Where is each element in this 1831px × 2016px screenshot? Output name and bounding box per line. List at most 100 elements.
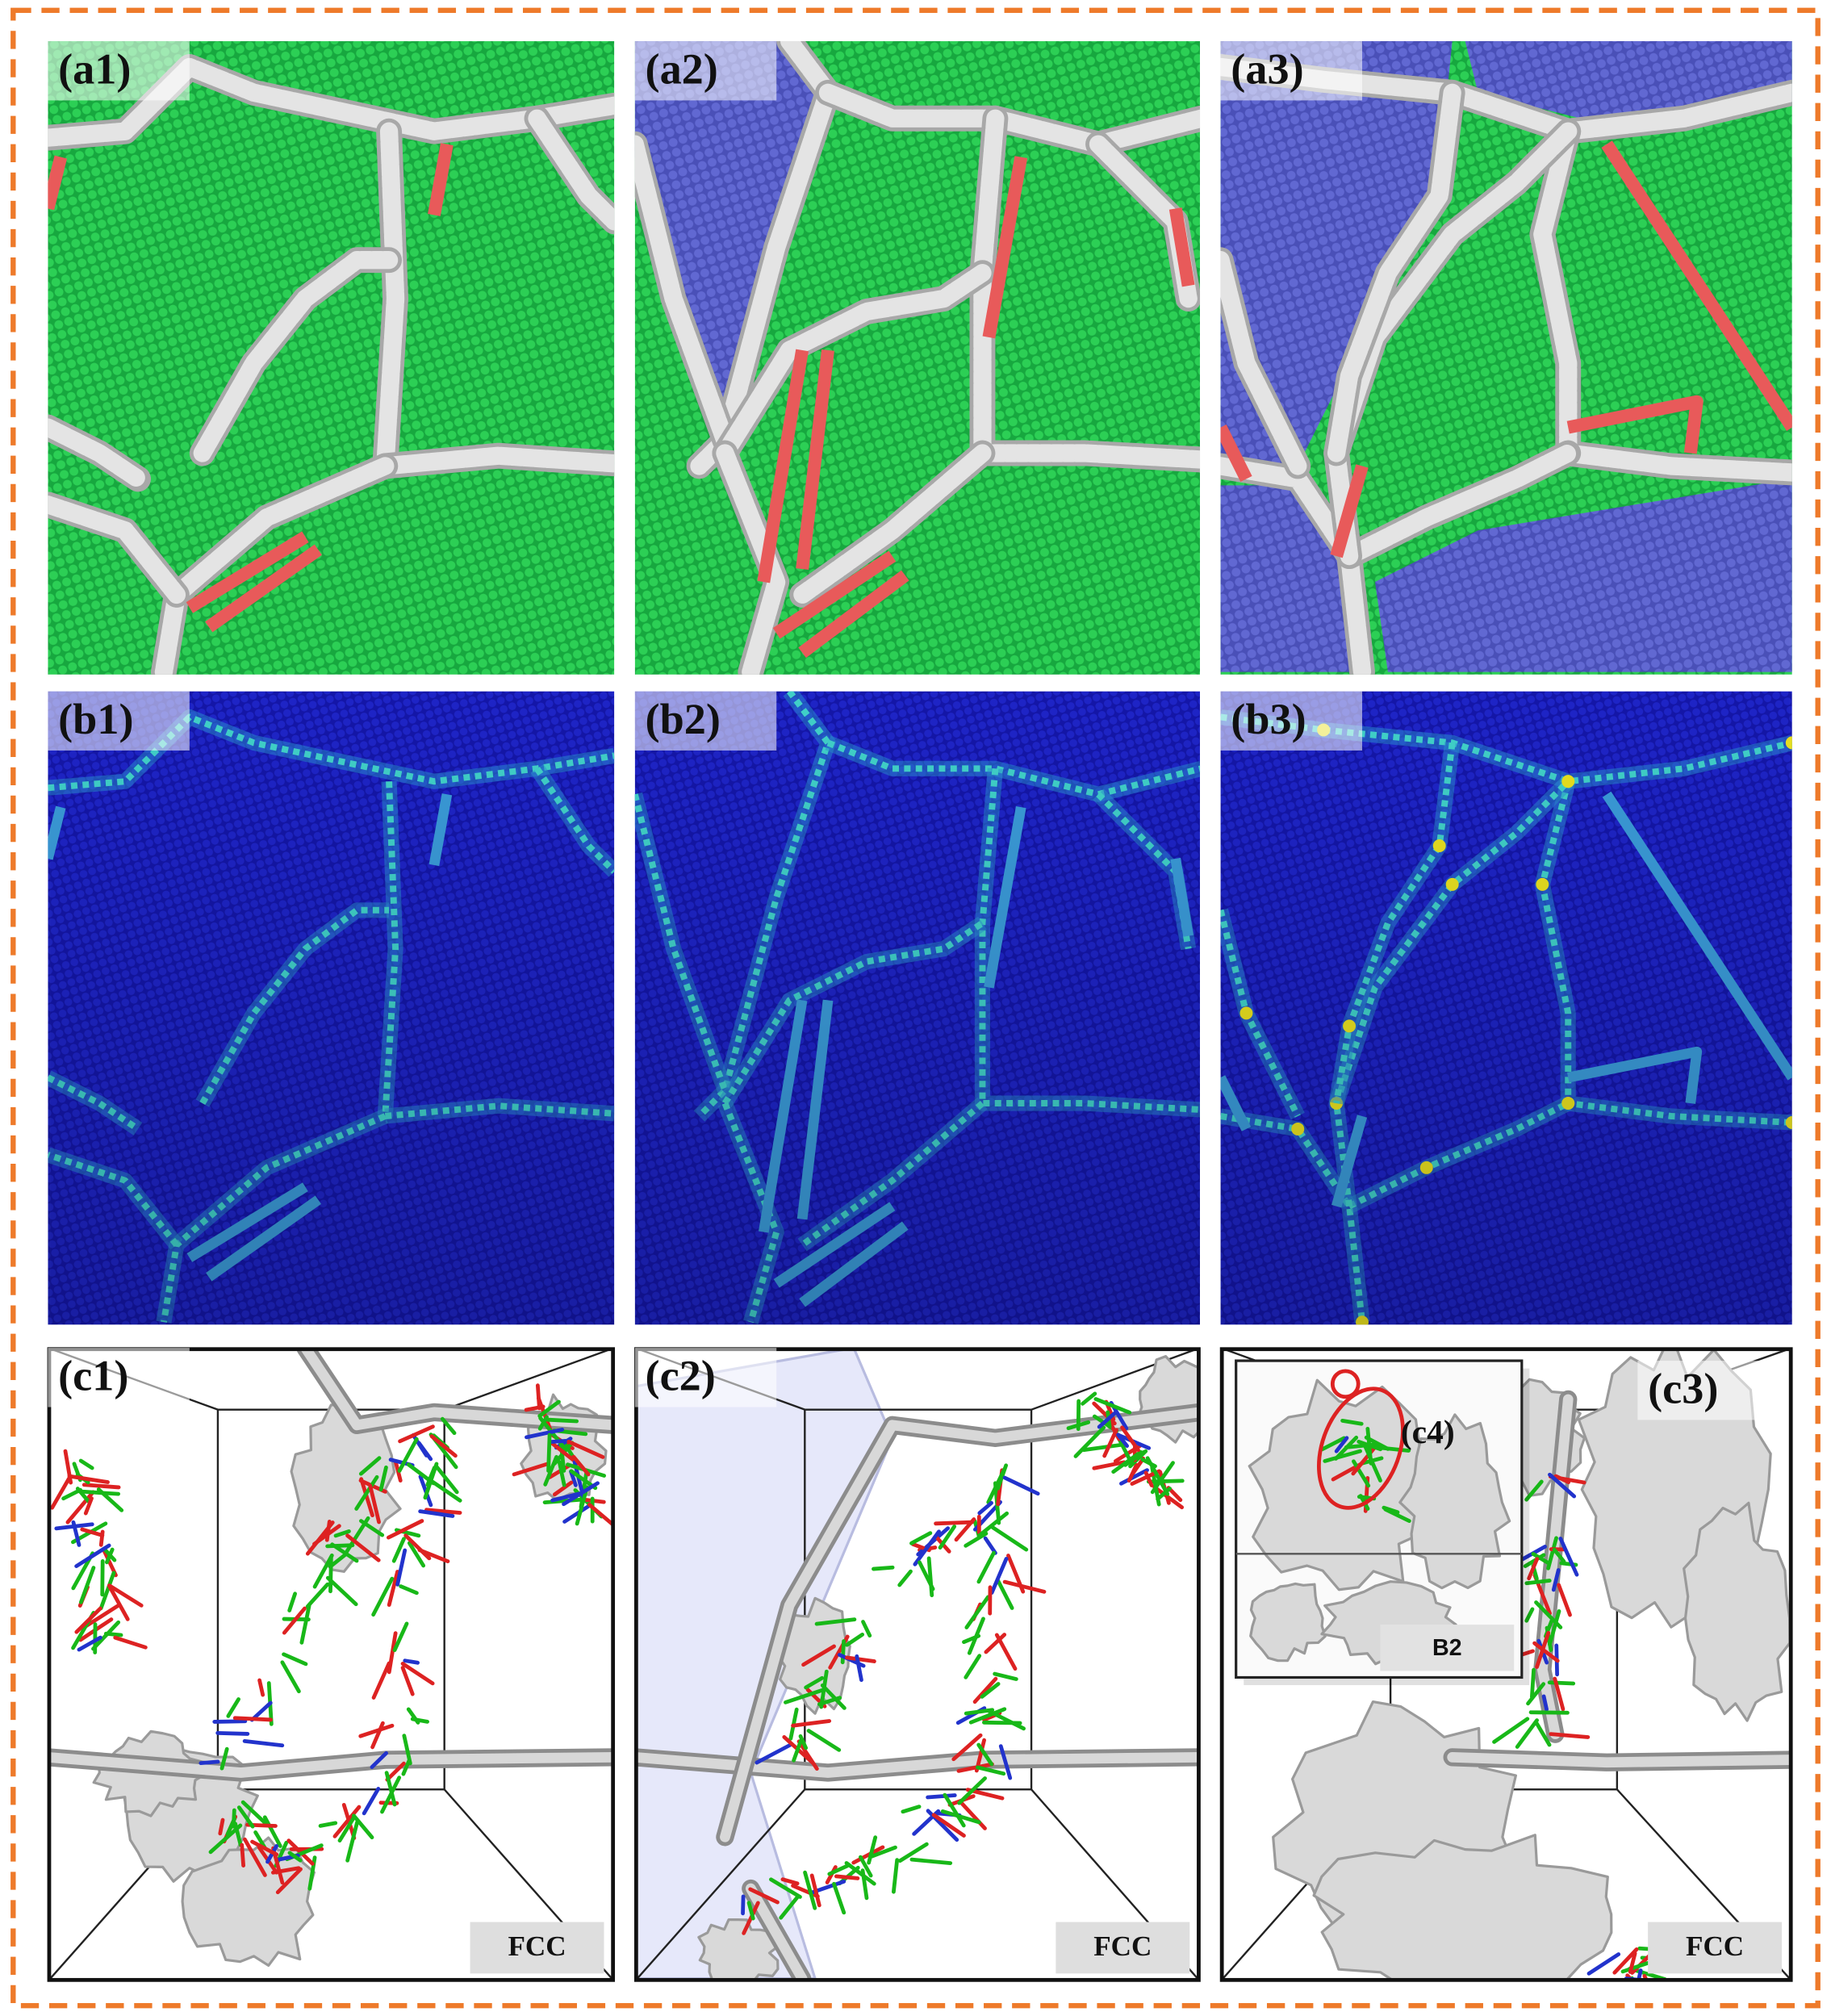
panel-label: (c4) bbox=[1401, 1413, 1455, 1451]
dislocation bbox=[1527, 1557, 1540, 1581]
box-border bbox=[633, 1347, 1201, 1982]
structure-label-background bbox=[470, 1922, 604, 1974]
dislocation bbox=[792, 1738, 803, 1763]
panel-label: (a3) bbox=[1231, 44, 1303, 93]
dislocation bbox=[312, 1553, 334, 1589]
dislocation bbox=[817, 1696, 842, 1707]
dislocation bbox=[107, 1583, 144, 1608]
panel-content bbox=[634, 1348, 1201, 1981]
dislocation bbox=[755, 1742, 792, 1765]
dislocation bbox=[741, 1894, 746, 1916]
dislocation bbox=[1634, 1987, 1648, 2016]
structure-label-background bbox=[1648, 1922, 1783, 1974]
dislocation bbox=[791, 1719, 832, 1728]
dislocation bbox=[943, 1792, 966, 1828]
dislocation bbox=[104, 1547, 115, 1565]
dislocation bbox=[1116, 1433, 1130, 1448]
dislocation bbox=[820, 1683, 847, 1710]
panel-c3: (c3) FCC (c4) B2 bbox=[1219, 1347, 1793, 2016]
structure-label: B2 bbox=[1432, 1635, 1462, 1661]
dislocation bbox=[909, 1857, 953, 1865]
dislocation bbox=[219, 1746, 229, 1771]
dislocation bbox=[275, 1867, 303, 1895]
dislocation bbox=[1320, 1436, 1346, 1452]
dislocation bbox=[742, 1901, 760, 1935]
dislocation bbox=[1549, 1732, 1591, 1739]
grain-surface bbox=[1447, 1751, 1792, 1768]
structure-label: FCC bbox=[508, 1930, 566, 1962]
dislocation bbox=[1363, 1445, 1382, 1483]
dislocation bbox=[546, 1433, 552, 1473]
panel-a3: (a3) bbox=[1220, 41, 1792, 675]
dislocation bbox=[784, 1688, 826, 1704]
panel-c2: (c2) FCC bbox=[633, 1347, 1201, 1982]
panel-a2: (a2) bbox=[634, 41, 1201, 675]
dislocation bbox=[225, 1817, 236, 1837]
dislocation bbox=[113, 1635, 148, 1650]
dislocation bbox=[1002, 1475, 1040, 1496]
label-background bbox=[634, 691, 777, 751]
dislocation bbox=[74, 1543, 111, 1568]
dislocation bbox=[1553, 1474, 1571, 1484]
dislocation bbox=[897, 1569, 913, 1587]
dislocation bbox=[851, 1845, 885, 1865]
dislocation bbox=[984, 1633, 1007, 1654]
dislocation bbox=[938, 1525, 957, 1550]
dislocation bbox=[387, 1631, 398, 1675]
dislocation bbox=[964, 1708, 995, 1716]
dislocation bbox=[1617, 1996, 1650, 1997]
dislocation bbox=[940, 1809, 981, 1825]
dislocation bbox=[403, 1533, 432, 1561]
grain-region bbox=[1220, 485, 1350, 672]
twin-stripe bbox=[982, 156, 1028, 339]
dislocation bbox=[96, 1487, 124, 1512]
dislocation bbox=[958, 1799, 987, 1830]
grain-region bbox=[634, 41, 822, 428]
dislocation bbox=[354, 1474, 379, 1511]
dislocation bbox=[1373, 1445, 1411, 1453]
dislocation bbox=[998, 1744, 1013, 1780]
panel-b3: (b3) bbox=[1220, 691, 1792, 1325]
dislocation bbox=[1156, 1487, 1172, 1501]
dislocation bbox=[980, 1682, 1001, 1699]
dislocation bbox=[328, 1553, 347, 1569]
dislocation bbox=[855, 1654, 863, 1683]
dislocation bbox=[964, 1531, 989, 1548]
panel-label: (c3) bbox=[1648, 1364, 1718, 1412]
dislocation bbox=[1526, 1682, 1546, 1706]
dislocation bbox=[82, 1483, 121, 1490]
grain-boundary bbox=[716, 444, 786, 675]
dislocation bbox=[977, 1511, 1010, 1537]
panel-c1: (c1) FCC bbox=[47, 1347, 616, 1982]
dislocation bbox=[1382, 1505, 1400, 1515]
panel-content bbox=[48, 41, 615, 675]
dislocation bbox=[387, 1519, 424, 1540]
dislocation bbox=[332, 1805, 362, 1838]
dislocation bbox=[240, 1842, 245, 1868]
dislocation bbox=[840, 1639, 847, 1665]
dislocation bbox=[1586, 1952, 1621, 1976]
dislocation bbox=[1127, 1462, 1139, 1483]
dislocation bbox=[78, 1566, 96, 1604]
dislocation bbox=[968, 1707, 1007, 1725]
dislocation bbox=[845, 1655, 876, 1663]
dislocation bbox=[791, 1884, 820, 1899]
dislocation bbox=[78, 1458, 94, 1470]
box-border bbox=[1219, 1347, 1793, 1982]
label-background bbox=[634, 1348, 777, 1407]
shade bbox=[1220, 691, 1792, 1325]
dislocation bbox=[1352, 1459, 1371, 1488]
dislocation bbox=[1145, 1456, 1170, 1496]
shade bbox=[48, 691, 615, 1325]
dislocation bbox=[543, 1454, 558, 1487]
dislocation bbox=[549, 1440, 580, 1466]
dislocation bbox=[425, 1466, 437, 1487]
dislocation bbox=[964, 1595, 990, 1629]
dislocation bbox=[280, 1660, 301, 1694]
twin-stripe bbox=[798, 570, 909, 659]
dislocation bbox=[957, 1776, 987, 1805]
dislocation bbox=[305, 1520, 335, 1556]
dislocation bbox=[1640, 2001, 1644, 2016]
dislocation bbox=[345, 1820, 360, 1863]
dislocation bbox=[1620, 1960, 1650, 1974]
